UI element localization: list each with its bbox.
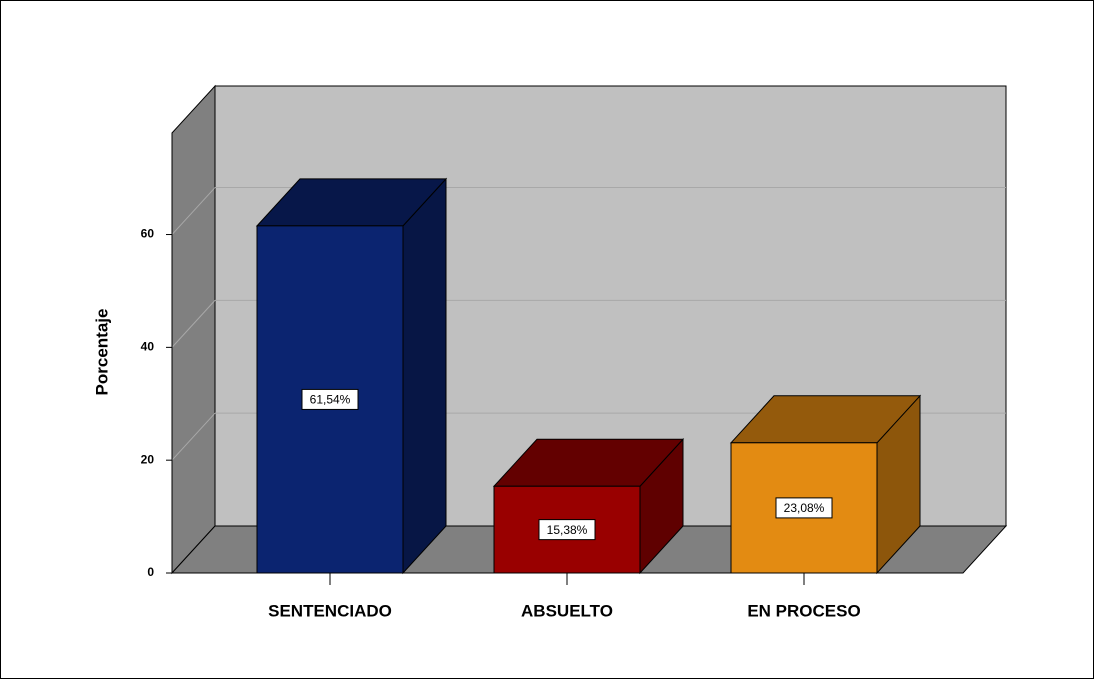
x-tick-label: SENTENCIADO bbox=[268, 601, 392, 620]
y-tick-label: 20 bbox=[141, 452, 155, 466]
value-label-box bbox=[538, 519, 596, 541]
left-wall bbox=[171, 84, 216, 575]
y-tick-label: 0 bbox=[147, 565, 154, 579]
value-label-box bbox=[301, 388, 359, 410]
grid-line bbox=[171, 412, 216, 461]
value-label-box bbox=[775, 497, 833, 519]
x-tick-label: ABSUELTO bbox=[521, 601, 613, 620]
bar-side bbox=[402, 177, 447, 575]
y-axis-label: Porcentaje bbox=[92, 309, 111, 396]
value-label: 15,38% bbox=[547, 523, 588, 537]
value-label: 23,08% bbox=[784, 501, 825, 515]
grid-line bbox=[171, 187, 216, 235]
y-tick-label: 40 bbox=[141, 340, 155, 354]
x-tick-label: EN PROCESO bbox=[747, 601, 860, 620]
grid-line bbox=[171, 300, 216, 348]
value-label: 61,54% bbox=[310, 393, 351, 407]
y-tick-label: 60 bbox=[141, 227, 155, 241]
